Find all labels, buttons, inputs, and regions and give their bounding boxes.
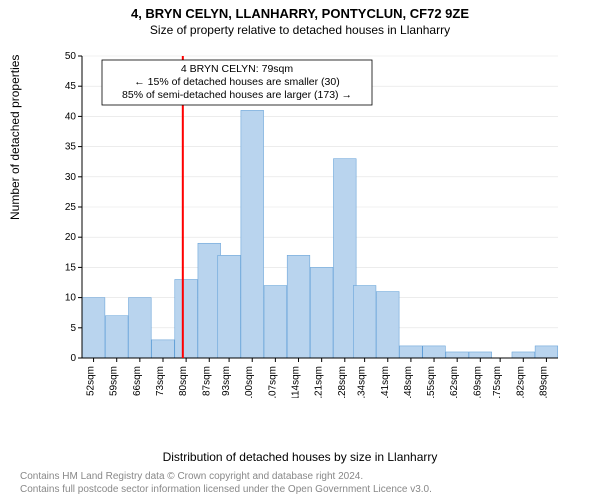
svg-text:5: 5 <box>70 323 76 334</box>
svg-text:52sqm: 52sqm <box>86 366 97 396</box>
title-address: 4, BRYN CELYN, LLANHARRY, PONTYCLUN, CF7… <box>0 0 600 21</box>
svg-text:93sqm: 93sqm <box>221 366 232 396</box>
footnote: Contains HM Land Registry data © Crown c… <box>20 471 432 496</box>
svg-text:162sqm: 162sqm <box>449 366 460 398</box>
title-subtitle: Size of property relative to detached ho… <box>0 21 600 37</box>
svg-text:134sqm: 134sqm <box>357 366 368 398</box>
svg-text:30: 30 <box>65 172 77 183</box>
svg-text:169sqm: 169sqm <box>472 366 483 398</box>
footnote-line1: Contains HM Land Registry data © Crown c… <box>20 471 432 484</box>
svg-text:35: 35 <box>65 142 77 153</box>
chart-area: 0 5 10 15 20 25 30 35 40 45 50 52sqm 59sqm 66sqm 73sqm… <box>60 48 570 398</box>
svg-text:189sqm: 189sqm <box>538 366 549 398</box>
svg-text:80sqm: 80sqm <box>178 366 189 396</box>
svg-text:107sqm: 107sqm <box>267 366 278 398</box>
svg-text:15: 15 <box>65 262 77 273</box>
svg-text:45: 45 <box>65 81 77 92</box>
svg-text:175sqm: 175sqm <box>492 366 503 398</box>
svg-text:87sqm: 87sqm <box>201 366 212 396</box>
histogram-plot: 0 5 10 15 20 25 30 35 40 45 50 52sqm 59sqm 66sqm 73sqm… <box>60 48 570 398</box>
svg-text:155sqm: 155sqm <box>426 366 437 398</box>
svg-text:25: 25 <box>65 202 77 213</box>
svg-text:141sqm: 141sqm <box>380 366 391 398</box>
svg-text:100sqm: 100sqm <box>244 366 255 398</box>
svg-text:148sqm: 148sqm <box>403 366 414 398</box>
svg-text:121sqm: 121sqm <box>314 366 325 398</box>
x-axis-label: Distribution of detached houses by size … <box>0 450 600 464</box>
svg-text:66sqm: 66sqm <box>132 366 143 396</box>
svg-text:50: 50 <box>65 51 77 62</box>
y-axis-label: Number of detached properties <box>8 55 22 220</box>
svg-text:114sqm: 114sqm <box>291 366 302 398</box>
svg-text:182sqm: 182sqm <box>515 366 526 398</box>
svg-text:4 BRYN CELYN: 79sqm: 4 BRYN CELYN: 79sqm <box>181 63 293 75</box>
footnote-line2: Contains full postcode sector informatio… <box>20 484 432 497</box>
svg-text:85% of semi-detached houses ar: 85% of semi-detached houses are larger (… <box>122 89 352 101</box>
svg-text:0: 0 <box>70 353 76 364</box>
svg-text:128sqm: 128sqm <box>337 366 348 398</box>
svg-text:59sqm: 59sqm <box>109 366 120 396</box>
svg-text:10: 10 <box>65 293 77 304</box>
svg-text:20: 20 <box>65 232 77 243</box>
svg-text:40: 40 <box>65 111 77 122</box>
svg-text:73sqm: 73sqm <box>155 366 166 396</box>
svg-text:← 15% of detached houses are s: ← 15% of detached houses are smaller (30… <box>134 76 339 88</box>
